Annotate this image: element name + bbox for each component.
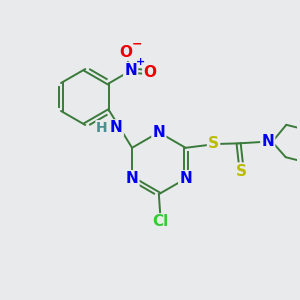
Text: H: H — [96, 121, 107, 135]
Text: N: N — [124, 63, 137, 78]
Text: −: − — [131, 38, 142, 51]
Text: S: S — [236, 164, 247, 178]
Text: N: N — [152, 125, 165, 140]
Text: O: O — [143, 64, 156, 80]
Text: N: N — [110, 120, 123, 135]
Text: Cl: Cl — [152, 214, 168, 229]
Text: O: O — [119, 45, 132, 60]
Text: N: N — [179, 171, 192, 186]
Text: S: S — [208, 136, 219, 151]
Text: +: + — [136, 57, 146, 67]
Text: N: N — [261, 134, 274, 149]
Text: N: N — [126, 171, 138, 186]
